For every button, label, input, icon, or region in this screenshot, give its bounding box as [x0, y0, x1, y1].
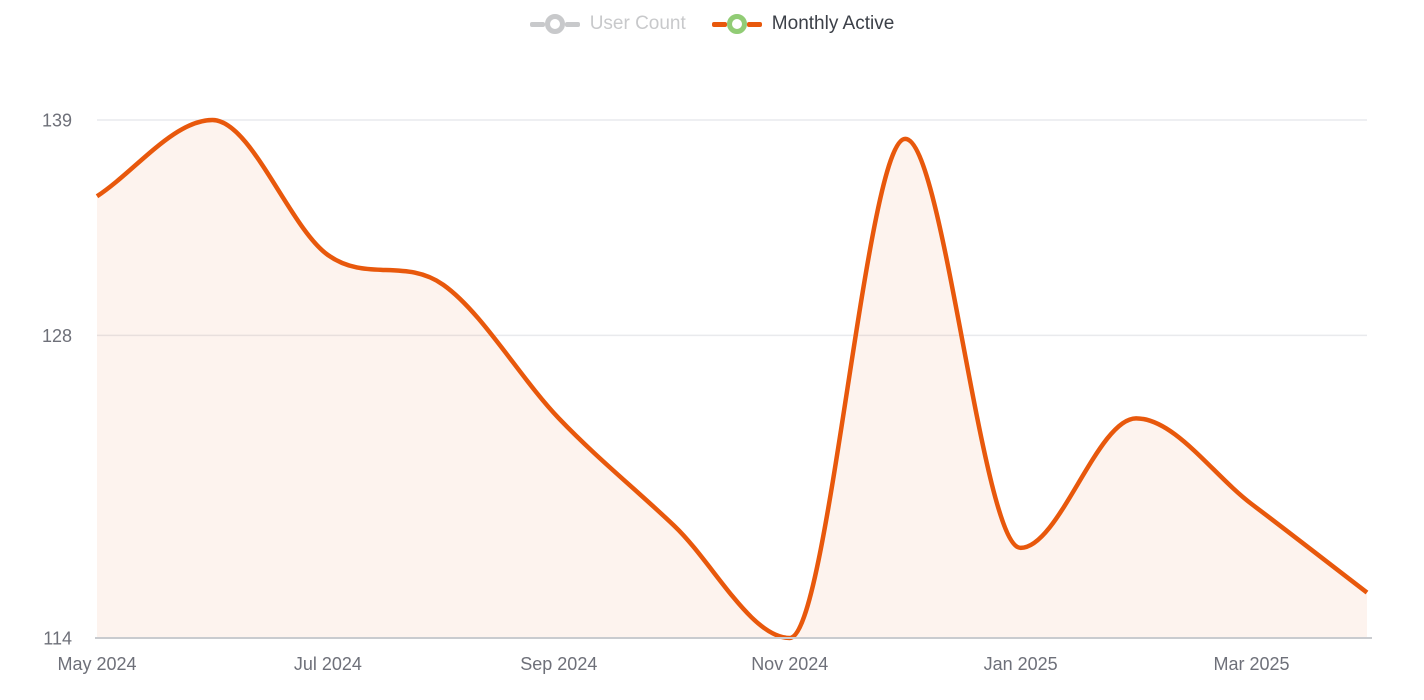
- legend-line-dash-icon: [711, 21, 727, 27]
- legend-line-dash-icon: [529, 21, 545, 27]
- legend-marker-circle-icon: [726, 14, 747, 34]
- y-tick-label: 114: [43, 629, 72, 649]
- y-tick-label: 139: [42, 111, 72, 131]
- legend-item-label: Monthly Active: [771, 13, 895, 34]
- x-tick-label: Jul 2024: [294, 654, 362, 674]
- legend-item-label: User Count: [589, 13, 686, 34]
- legend-item-user-count[interactable]: User Count: [529, 12, 686, 36]
- y-tick-label: 128: [42, 326, 72, 346]
- legend-marker-circle-icon: [544, 14, 565, 34]
- x-tick-label: Jan 2025: [984, 654, 1058, 674]
- legend-line-dash-icon: [564, 21, 580, 27]
- x-tick-label: Nov 2024: [751, 654, 828, 674]
- series-line: [95, 117, 1369, 641]
- x-tick-label: Sep 2024: [520, 654, 597, 674]
- x-tick-label: May 2024: [57, 654, 136, 674]
- x-tick-label: Mar 2025: [1214, 654, 1290, 674]
- area-fill: [97, 120, 1367, 638]
- legend-item-monthly-active[interactable]: Monthly Active: [711, 12, 895, 36]
- legend: User Count Monthly Active: [0, 12, 1424, 36]
- legend-line-dash-icon: [746, 21, 762, 27]
